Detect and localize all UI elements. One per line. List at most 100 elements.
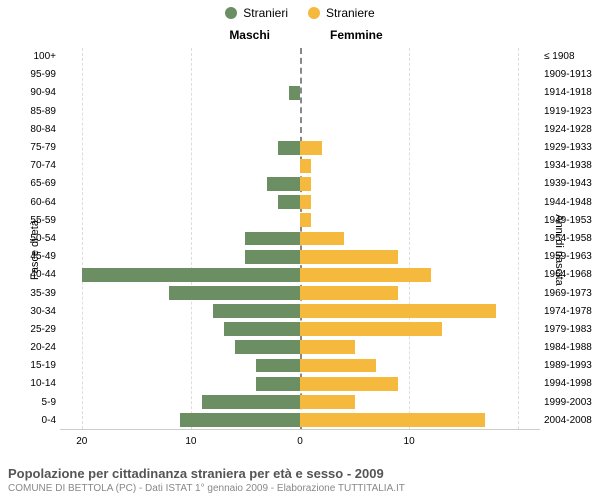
birth-year-label: 2004-2008 [544,412,600,430]
legend-label: Stranieri [243,6,288,20]
table-row [60,66,540,84]
bar-male [224,322,300,336]
birth-year-label: ≤ 1908 [544,48,600,66]
bar-male [278,141,300,155]
age-group-label: 15-19 [0,357,56,375]
age-group-label: 25-29 [0,321,56,339]
y-label-left: Fasce di età [29,220,41,280]
legend: Stranieri Straniere [0,0,600,20]
bar-female [300,213,311,227]
bar-female [300,195,311,209]
age-group-label: 95-99 [0,66,56,84]
birth-year-label: 1999-2003 [544,394,600,412]
birth-year-label: 1929-1933 [544,139,600,157]
footer: Popolazione per cittadinanza straniera p… [8,466,592,494]
bar-male [256,359,300,373]
birth-year-label: 1969-1973 [544,284,600,302]
table-row [60,302,540,320]
age-group-label: 75-79 [0,139,56,157]
age-group-label: 85-89 [0,103,56,121]
bar-female [300,395,355,409]
bar-male [256,377,300,391]
plot-area [60,48,540,430]
bar-male [180,413,300,427]
age-group-label: 20-24 [0,339,56,357]
bar-male [267,177,300,191]
x-axis: 2010010 [60,436,540,450]
age-group-label: 70-74 [0,157,56,175]
age-group-label: 10-14 [0,375,56,393]
bar-male [235,340,300,354]
birth-year-label: 1979-1983 [544,321,600,339]
age-group-label: 60-64 [0,194,56,212]
bar-female [300,286,398,300]
legend-swatch [225,7,237,19]
bar-female [300,177,311,191]
bar-male [213,304,300,318]
birth-year-label: 1939-1943 [544,175,600,193]
legend-item: Stranieri [225,6,288,20]
bar-female [300,159,311,173]
age-group-label: 65-69 [0,175,56,193]
bar-female [300,304,496,318]
column-headers: Maschi Femmine [0,28,600,48]
birth-year-label: 1919-1923 [544,103,600,121]
birth-year-label: 1924-1928 [544,121,600,139]
age-group-label: 80-84 [0,121,56,139]
bar-female [300,359,376,373]
age-group-label: 35-39 [0,284,56,302]
table-row [60,157,540,175]
x-tick: 10 [185,436,196,447]
bar-male [245,250,300,264]
table-row [60,121,540,139]
y-axis-birth: ≤ 19081909-19131914-19181919-19231924-19… [540,48,600,430]
table-row [60,193,540,211]
age-group-label: 0-4 [0,412,56,430]
birth-year-label: 1909-1913 [544,66,600,84]
age-group-label: 5-9 [0,394,56,412]
bar-female [300,250,398,264]
x-tick: 0 [297,436,303,447]
bar-female [300,377,398,391]
bar-male [169,286,300,300]
birth-year-label: 1934-1938 [544,157,600,175]
bar-female [300,141,322,155]
x-tick: 10 [404,436,415,447]
y-label-right: Anni di nascita [553,214,565,286]
table-row [60,411,540,429]
bar-female [300,413,485,427]
birth-year-label: 1994-1998 [544,375,600,393]
bar-female [300,340,355,354]
birth-year-label: 1914-1918 [544,84,600,102]
bar-male [245,232,300,246]
legend-swatch [308,7,320,19]
bar-female [300,268,431,282]
birth-year-label: 1984-1988 [544,339,600,357]
table-row [60,139,540,157]
table-row [60,84,540,102]
age-group-label: 90-94 [0,84,56,102]
bar-female [300,322,442,336]
legend-label: Straniere [326,6,375,20]
table-row [60,320,540,338]
table-row [60,248,540,266]
table-row [60,393,540,411]
table-row [60,229,540,247]
age-group-label: 30-34 [0,303,56,321]
pyramid-chart: Stranieri Straniere Maschi Femmine 100+95… [0,0,600,500]
table-row [60,211,540,229]
table-row [60,175,540,193]
table-row [60,338,540,356]
chart-subtitle: COMUNE DI BETTOLA (PC) - Dati ISTAT 1° g… [8,483,592,494]
bar-male [82,268,300,282]
bar-female [300,232,344,246]
age-group-label: 100+ [0,48,56,66]
table-row [60,375,540,393]
header-female: Femmine [330,28,383,42]
chart-title: Popolazione per cittadinanza straniera p… [8,466,592,481]
bar-male [289,86,300,100]
birth-year-label: 1974-1978 [544,303,600,321]
header-male: Maschi [229,28,270,42]
table-row [60,266,540,284]
birth-year-label: 1989-1993 [544,357,600,375]
